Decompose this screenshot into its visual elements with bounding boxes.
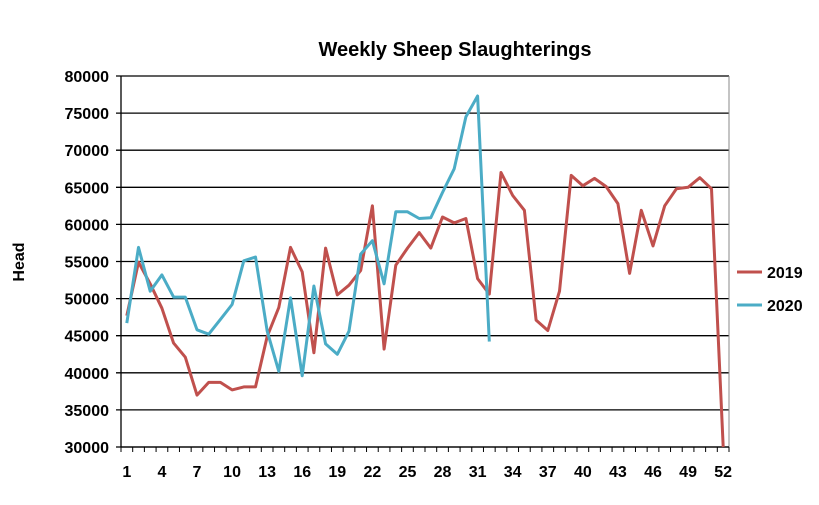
series-line-2019 — [125, 171, 725, 448]
x-tick-label: 1 — [122, 464, 131, 481]
y-tick-label: 30000 — [65, 440, 110, 457]
x-tick-label: 43 — [609, 464, 627, 481]
x-tick-label: 22 — [363, 464, 381, 481]
y-axis-label: Head — [11, 242, 28, 281]
y-tick-label: 35000 — [65, 403, 110, 420]
y-tick-label: 40000 — [65, 366, 110, 383]
y-tick-label: 60000 — [65, 217, 110, 234]
x-tick-label: 28 — [434, 464, 452, 481]
y-tick-label: 80000 — [65, 69, 110, 86]
x-tick-label: 16 — [293, 464, 311, 481]
x-tick-label: 7 — [193, 464, 202, 481]
y-tick-label: 45000 — [65, 329, 110, 346]
x-tick-label: 31 — [469, 464, 487, 481]
x-tick-label: 49 — [679, 464, 697, 481]
series-line-2020 — [125, 94, 491, 378]
legend-label-2019: 2019 — [767, 265, 803, 282]
x-tick-label: 25 — [399, 464, 417, 481]
x-tick-label: 46 — [644, 464, 662, 481]
legend-label-2020: 2020 — [767, 298, 803, 315]
x-tick-label: 34 — [504, 464, 522, 481]
x-tick-label: 13 — [258, 464, 276, 481]
x-tick-label: 40 — [574, 464, 592, 481]
y-tick-label: 65000 — [65, 180, 110, 197]
y-tick-label: 70000 — [65, 143, 110, 160]
x-tick-label: 10 — [223, 464, 241, 481]
x-tick-label: 52 — [714, 464, 732, 481]
x-tick-label: 19 — [328, 464, 346, 481]
x-tick-label: 4 — [157, 464, 166, 481]
y-tick-label: 75000 — [65, 106, 110, 123]
y-tick-label: 55000 — [65, 255, 110, 272]
y-tick-label: 50000 — [65, 292, 110, 309]
x-tick-label: 37 — [539, 464, 557, 481]
chart-title: Weekly Sheep Slaughterings — [318, 39, 591, 61]
